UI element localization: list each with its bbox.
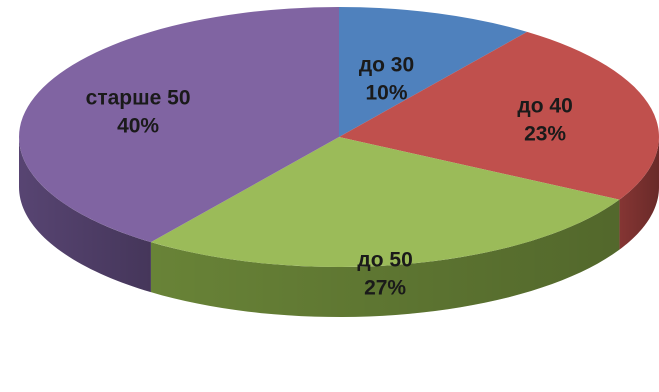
pie-slice-старше-50 xyxy=(19,7,340,243)
slice-label-старше-50: старше 50 xyxy=(86,87,191,110)
pie-side-shade-до-40 xyxy=(619,137,659,250)
slice-percent-до-50: 27% xyxy=(364,277,406,300)
pie-slice-до-40 xyxy=(339,31,659,200)
pie-side-shade-старше-50 xyxy=(19,137,151,293)
pie-slice-до-30 xyxy=(339,7,528,137)
pie-labels: до 30 10% до 40 23% до 50 27% старше 50 40% xyxy=(86,54,573,300)
slice-percent-старше-50: 40% xyxy=(117,115,159,138)
pie-tops xyxy=(19,7,659,267)
slice-label-до-30: до 30 xyxy=(359,54,414,77)
slice-percent-до-30: 10% xyxy=(365,82,407,105)
pie-slice-до-50 xyxy=(150,137,620,267)
slice-label-до-50: до 50 xyxy=(357,249,412,272)
pie-sides xyxy=(19,137,659,317)
slice-percent-до-40: 23% xyxy=(524,122,566,145)
pie-side-shade-до-50 xyxy=(150,199,620,317)
slice-label-до-40: до 40 xyxy=(517,94,572,117)
